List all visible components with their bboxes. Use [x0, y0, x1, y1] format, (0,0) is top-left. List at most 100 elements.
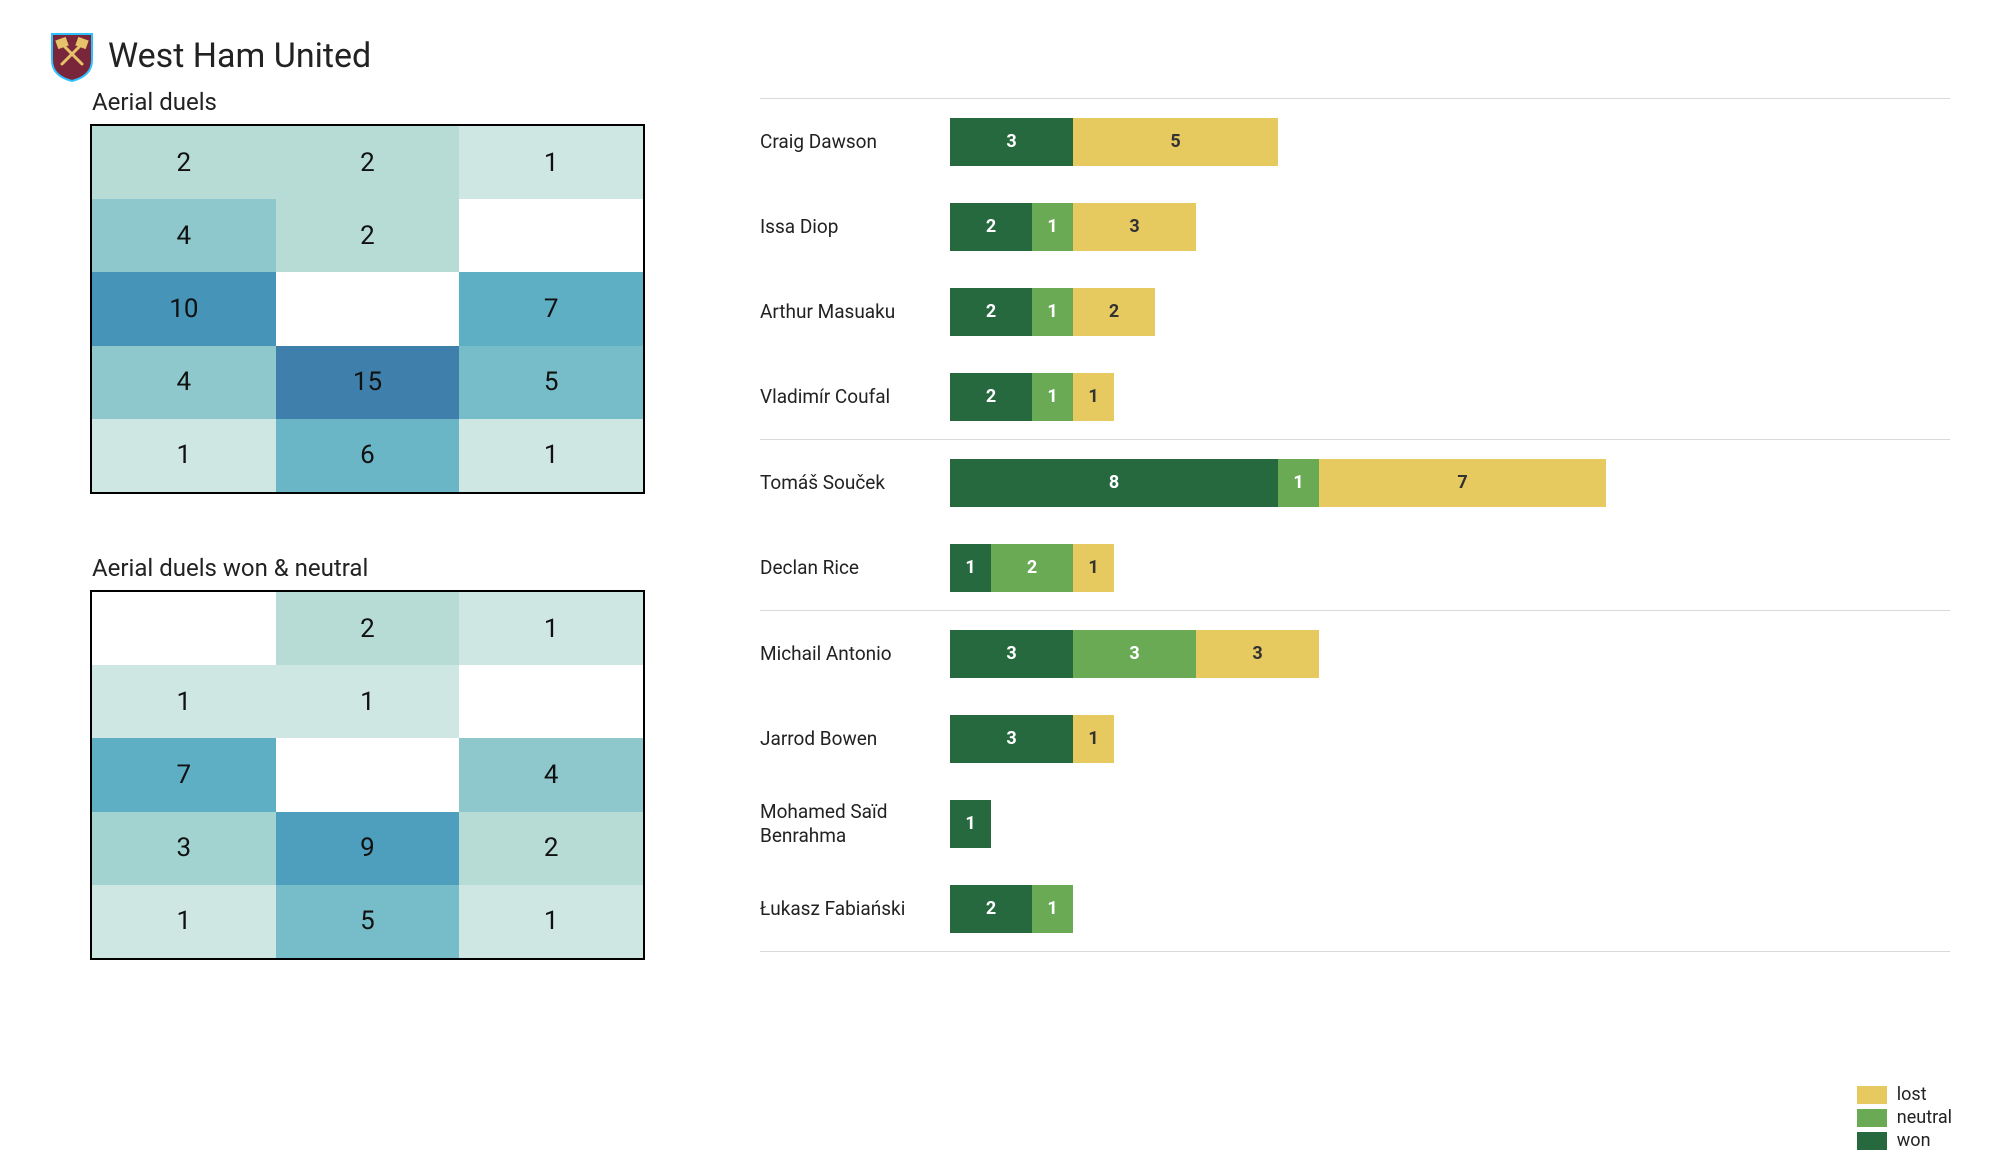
heatmap-cell	[459, 665, 643, 738]
bar-segment-won: 2	[950, 885, 1032, 933]
heatmap-cell: 2	[459, 812, 643, 885]
player-row: Michail Antonio333	[760, 611, 1950, 696]
bar-segment-won: 1	[950, 800, 991, 848]
legend-swatch-lost	[1857, 1086, 1887, 1104]
heatmap-cell: 9	[276, 812, 460, 885]
bar-segment-neutral: 2	[991, 544, 1073, 592]
heatmap-cell	[459, 199, 643, 272]
player-name: Issa Diop	[760, 215, 950, 239]
legend-item-lost: lost	[1857, 1084, 1952, 1105]
right-column: Craig Dawson35Issa Diop213Arthur Masuaku…	[760, 88, 1960, 1145]
heatmap-cell: 3	[92, 812, 276, 885]
bar-segment-won: 2	[950, 373, 1032, 421]
player-group: Tomáš Souček817Declan Rice121	[760, 440, 1950, 611]
heatmap-cell: 5	[459, 346, 643, 419]
left-column: Aerial duels 221421074155161 Aerial duel…	[50, 88, 700, 1145]
heatmap-cell: 10	[92, 272, 276, 345]
player-row: Arthur Masuaku212	[760, 269, 1950, 354]
player-row: Declan Rice121	[760, 525, 1950, 610]
bar-track: 21	[950, 885, 1950, 933]
pitch-title-all: Aerial duels	[92, 88, 700, 116]
player-name: Arthur Masuaku	[760, 300, 950, 324]
page-header: West Ham United	[50, 30, 1960, 82]
bar-segment-lost: 1	[1073, 715, 1114, 763]
legend-label: neutral	[1897, 1107, 1952, 1128]
bar-segment-lost: 1	[1073, 544, 1114, 592]
bar-track: 31	[950, 715, 1950, 763]
legend-label: won	[1897, 1130, 1931, 1151]
heatmap-cell: 4	[92, 199, 276, 272]
heatmap-cell: 1	[459, 419, 643, 492]
player-name: Mohamed Saïd Benrahma	[760, 800, 950, 848]
player-name: Łukasz Fabiański	[760, 897, 950, 921]
player-row: Vladimír Coufal211	[760, 354, 1950, 439]
bar-track: 1	[950, 800, 1950, 848]
heatmap-cell: 7	[459, 272, 643, 345]
heatmap-cell: 4	[459, 738, 643, 811]
heatmap-cell: 2	[92, 126, 276, 199]
heatmap-cell: 1	[459, 885, 643, 958]
bar-segment-won: 3	[950, 715, 1073, 763]
legend-swatch-won	[1857, 1132, 1887, 1150]
legend: lostneutralwon	[1857, 1084, 1952, 1151]
bar-track: 211	[950, 373, 1950, 421]
heatmap-cell: 1	[276, 665, 460, 738]
bar-segment-neutral: 1	[1278, 459, 1319, 507]
player-name: Jarrod Bowen	[760, 727, 950, 751]
heatmap-cell: 1	[459, 592, 643, 665]
page: West Ham United Aerial duels 22142107415…	[0, 0, 2000, 1175]
team-crest-icon	[50, 30, 94, 82]
bar-track: 35	[950, 118, 1950, 166]
bar-segment-neutral: 1	[1032, 203, 1073, 251]
player-row: Łukasz Fabiański21	[760, 866, 1950, 951]
legend-swatch-neutral	[1857, 1109, 1887, 1127]
heatmap-cell: 2	[276, 592, 460, 665]
heatmap-cell	[276, 272, 460, 345]
heatmap-cell: 2	[276, 199, 460, 272]
player-row: Tomáš Souček817	[760, 440, 1950, 525]
heatmap-cell: 15	[276, 346, 460, 419]
heatmap-cell: 1	[92, 665, 276, 738]
player-row: Issa Diop213	[760, 184, 1950, 269]
bar-segment-lost: 7	[1319, 459, 1606, 507]
heatmap-cell: 2	[276, 126, 460, 199]
bar-segment-lost: 3	[1073, 203, 1196, 251]
team-name: West Ham United	[108, 36, 371, 76]
heatmap-cell: 5	[276, 885, 460, 958]
content: Aerial duels 221421074155161 Aerial duel…	[50, 88, 1960, 1145]
heatmap-cell: 1	[459, 126, 643, 199]
bar-segment-lost: 5	[1073, 118, 1278, 166]
bar-segment-neutral: 1	[1032, 373, 1073, 421]
heatmap-cell: 6	[276, 419, 460, 492]
player-row: Craig Dawson35	[760, 99, 1950, 184]
player-name: Tomáš Souček	[760, 471, 950, 495]
bar-segment-neutral: 3	[1073, 630, 1196, 678]
pitch-title-won-neutral: Aerial duels won & neutral	[92, 554, 700, 582]
player-row: Mohamed Saïd Benrahma1	[760, 781, 1950, 866]
heatmap-cell: 7	[92, 738, 276, 811]
legend-item-neutral: neutral	[1857, 1107, 1952, 1128]
bar-track: 333	[950, 630, 1950, 678]
bar-track: 212	[950, 288, 1950, 336]
heatmap-cell	[92, 592, 276, 665]
bar-segment-neutral: 1	[1032, 885, 1073, 933]
bar-segment-neutral: 1	[1032, 288, 1073, 336]
bar-segment-won: 2	[950, 288, 1032, 336]
bar-track: 121	[950, 544, 1950, 592]
pitch-aerial-duels: Aerial duels 221421074155161	[90, 88, 700, 494]
player-row: Jarrod Bowen31	[760, 696, 1950, 781]
player-bar-chart: Craig Dawson35Issa Diop213Arthur Masuaku…	[760, 98, 1960, 1145]
legend-item-won: won	[1857, 1130, 1952, 1151]
bar-segment-won: 2	[950, 203, 1032, 251]
player-group: Michail Antonio333Jarrod Bowen31Mohamed …	[760, 611, 1950, 952]
bar-segment-won: 3	[950, 630, 1073, 678]
pitch-heatmap-won-neutral: 211174392151	[90, 590, 645, 960]
pitch-aerial-duels-won-neutral: Aerial duels won & neutral 211174392151	[90, 554, 700, 960]
heatmap-cell	[276, 738, 460, 811]
bar-track: 817	[950, 459, 1950, 507]
bar-segment-won: 3	[950, 118, 1073, 166]
bar-segment-lost: 1	[1073, 373, 1114, 421]
player-group: Craig Dawson35Issa Diop213Arthur Masuaku…	[760, 98, 1950, 440]
player-name: Craig Dawson	[760, 130, 950, 154]
bar-track: 213	[950, 203, 1950, 251]
